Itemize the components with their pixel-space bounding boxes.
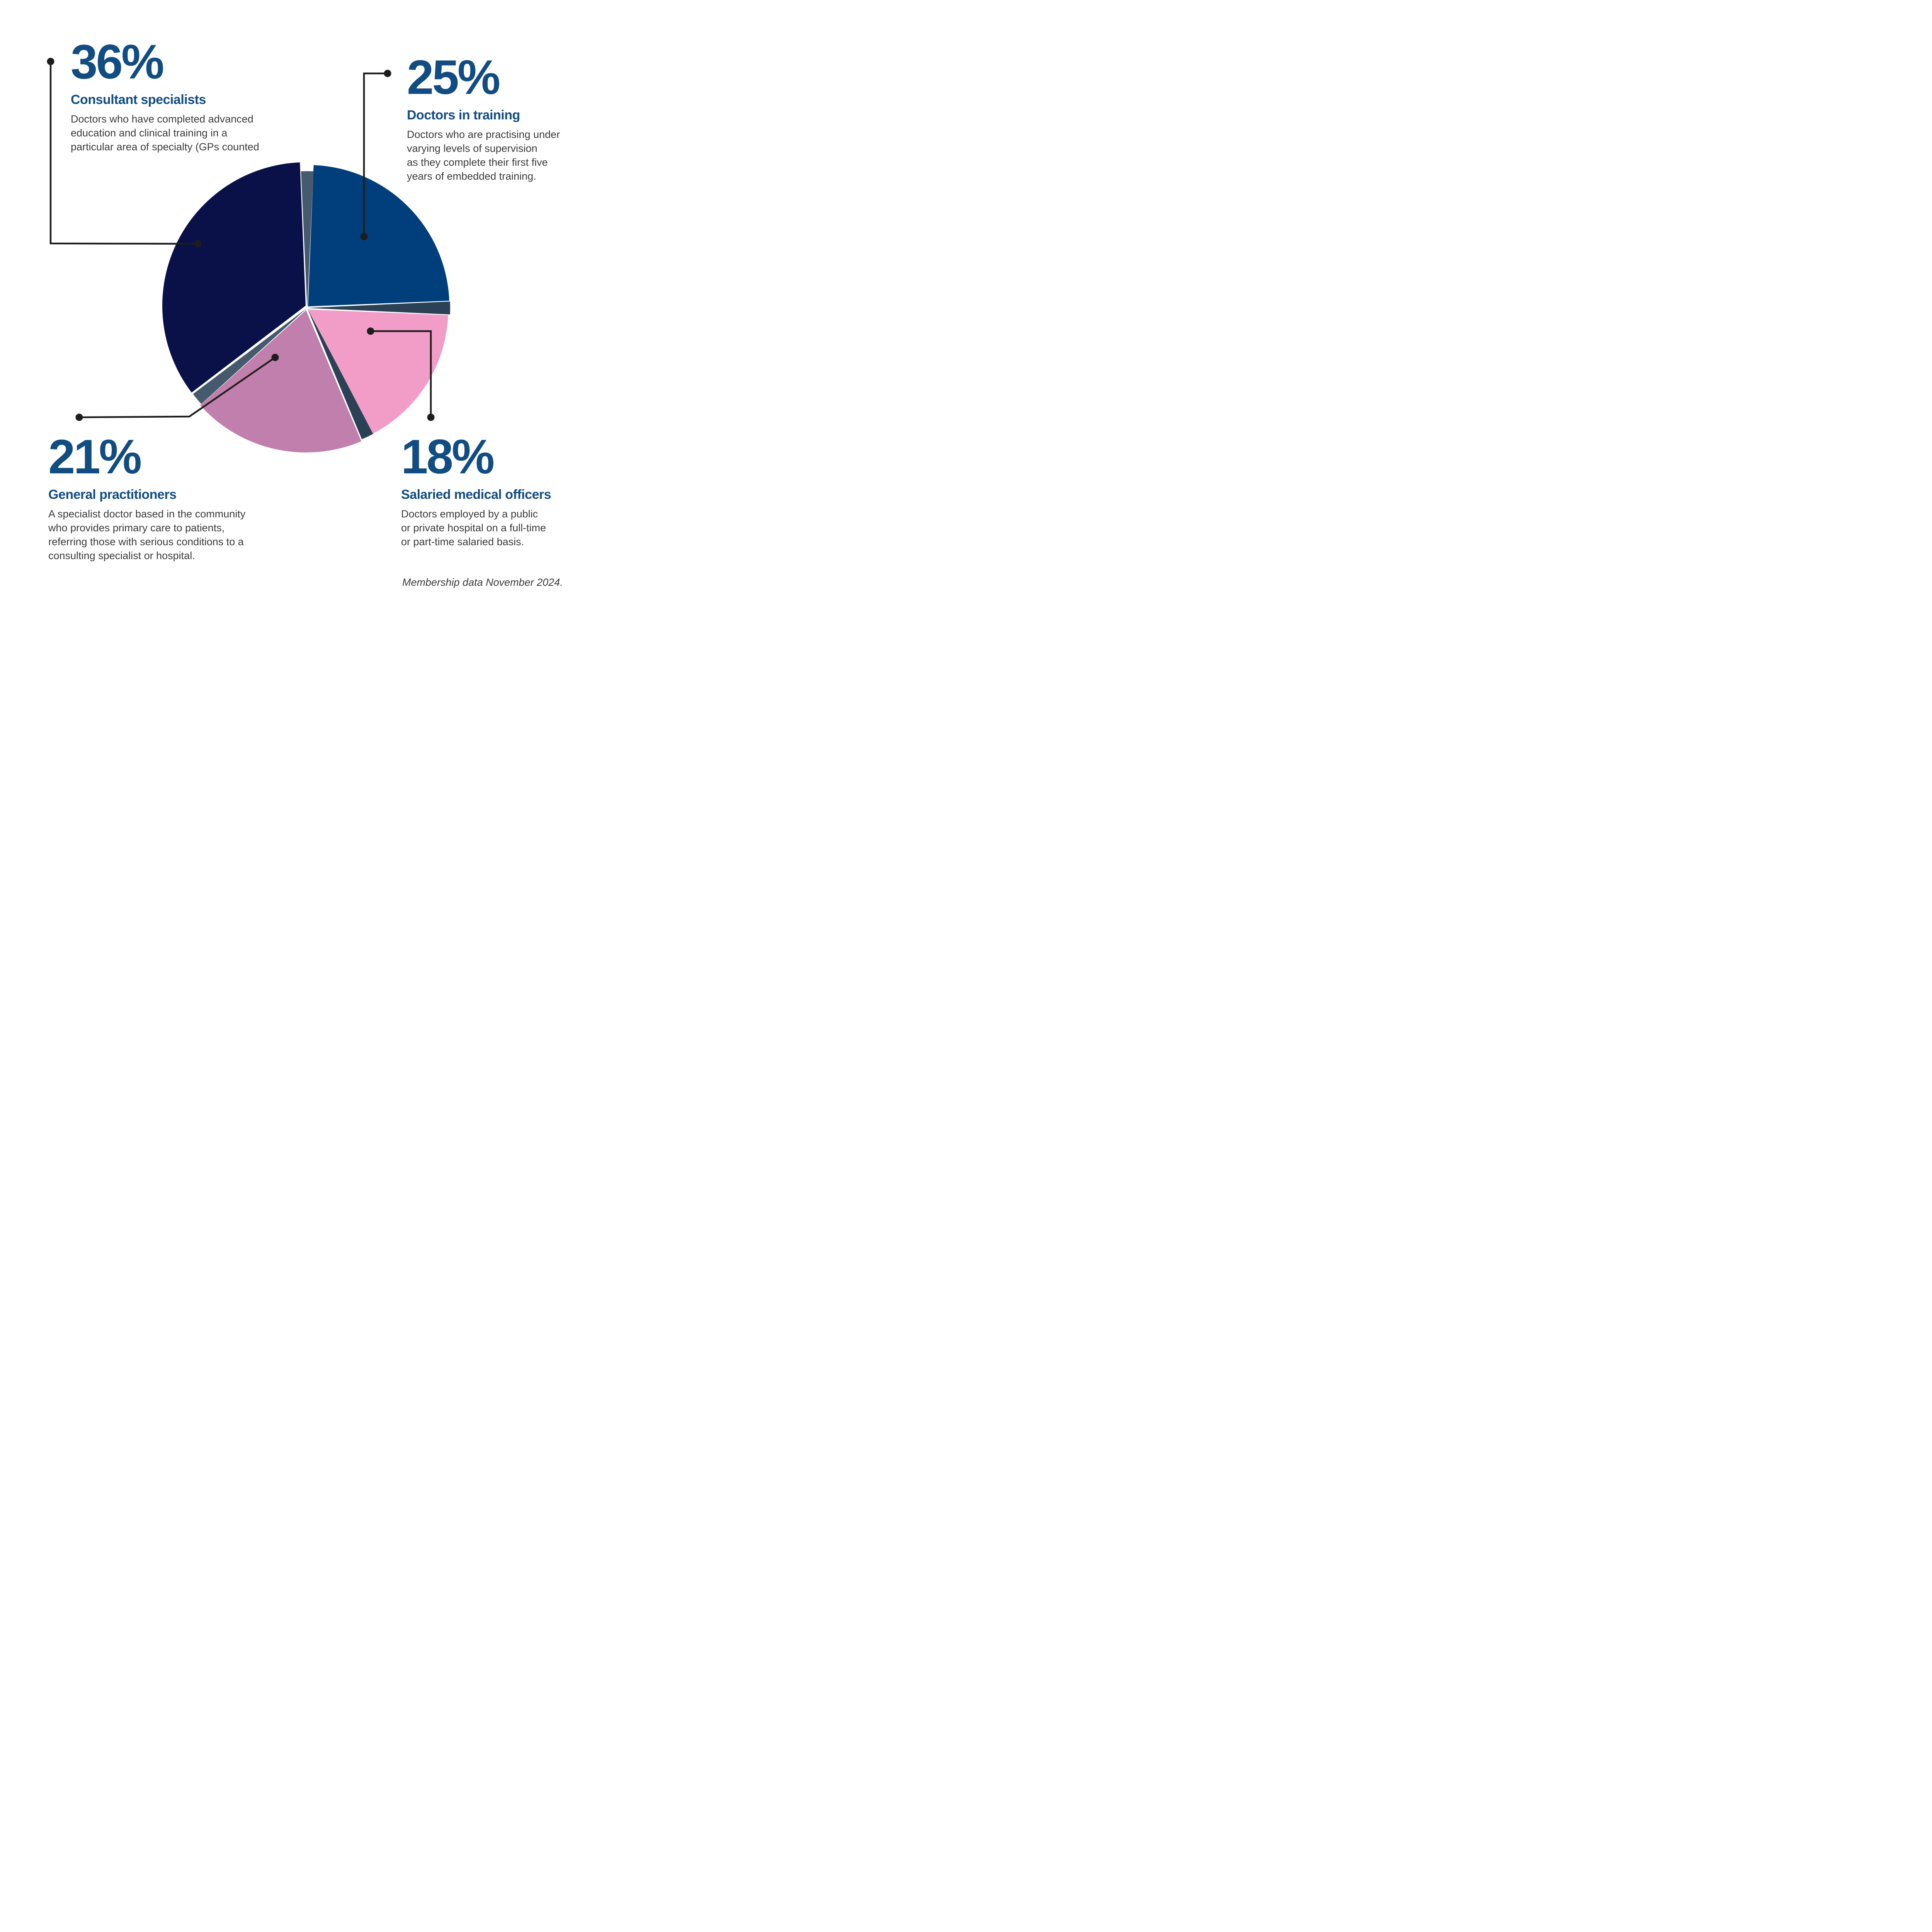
segment-title-consultant-specialists: Consultant specialists: [71, 92, 206, 107]
pie-slice-side-edge: [193, 308, 307, 404]
segment-general-practitioners: 21% General practitioners A specialist d…: [48, 433, 276, 563]
pie-slice-salaried-medical-officers: [308, 310, 448, 434]
pie-chart: [47, 58, 451, 453]
segment-description-doctors-in-training: Doctors who are practising under varying…: [407, 129, 560, 182]
connector-dot-doctors-in-training: [360, 233, 368, 240]
connector-line-general-practitioners: [79, 357, 276, 418]
pie-slice-side-edge: [307, 301, 451, 315]
connector-dot-salaried-medical-officers: [427, 413, 435, 421]
connector-dot-general-practitioners: [271, 354, 279, 361]
segment-description-salaried-medical-officers: Doctors employed by a public or private …: [401, 508, 546, 548]
segment-consultant-specialists: 36% Consultant specialists Doctors who h…: [71, 38, 287, 154]
pie-slice-side-edge: [301, 171, 314, 308]
connector-dot-salaried-medical-officers: [367, 327, 374, 335]
segment-title-salaried-medical-officers: Salaried medical officers: [401, 487, 551, 502]
connector-dot-general-practitioners: [75, 413, 83, 421]
connector-line-salaried-medical-officers: [371, 330, 432, 417]
pie-slice-doctors-in-training: [308, 165, 449, 306]
segment-doctors-in-training: 25% Doctors in training Doctors who are …: [407, 53, 592, 183]
segment-percent-consultant-specialists: 36%: [71, 35, 164, 89]
connector-dot-consultant-specialists: [47, 58, 54, 65]
segment-percent-general-practitioners: 21%: [48, 430, 142, 484]
segment-salaried-medical-officers: 18% Salaried medical officers Doctors em…: [401, 433, 594, 549]
pie-slice-general-practitioners: [200, 310, 362, 453]
connector-dot-consultant-specialists: [194, 240, 202, 248]
segment-percent-salaried-medical-officers: 18%: [401, 430, 495, 484]
infographic-canvas: 36% Consultant specialists Doctors who h…: [0, 0, 606, 606]
connector-line-consultant-specialists: [49, 61, 198, 245]
connector-dot-doctors-in-training: [384, 70, 391, 77]
segment-percent-doctors-in-training: 25%: [407, 51, 500, 104]
segment-description-consultant-specialists: Doctors who have completed advanced educ…: [71, 113, 259, 153]
pie-slice-consultant-specialists: [162, 162, 306, 393]
footer-note: Membership data November 2024.: [402, 577, 563, 588]
segment-title-general-practitioners: General practitioners: [48, 487, 177, 502]
segment-description-general-practitioners: A specialist doctor based in the communi…: [48, 508, 246, 561]
pie-slice-side-edge: [307, 308, 374, 439]
segment-title-doctors-in-training: Doctors in training: [407, 108, 520, 122]
connector-line-doctors-in-training: [363, 72, 388, 236]
